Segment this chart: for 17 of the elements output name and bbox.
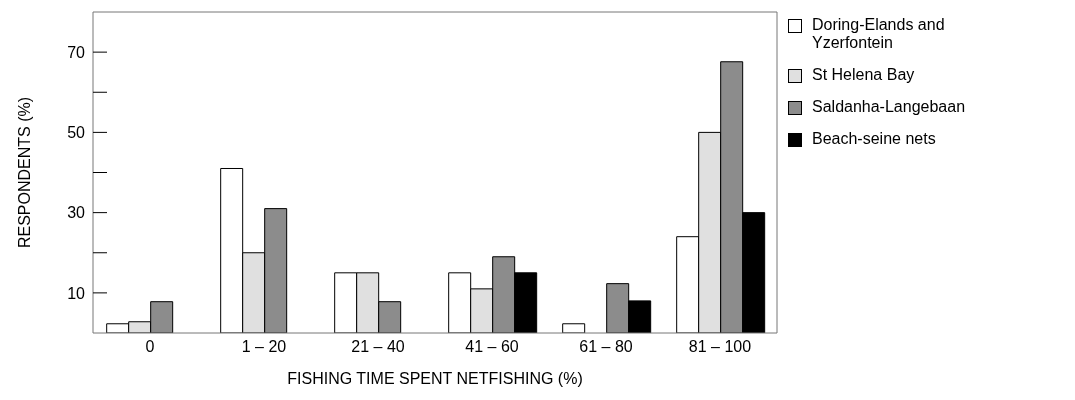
y-tick-label: 70 [67, 43, 86, 61]
legend-label: St Helena Bay [812, 66, 915, 84]
x-tick-label: 0 [145, 338, 155, 356]
y-tick-label: 10 [67, 284, 86, 302]
x-tick-label: 1 – 20 [241, 338, 287, 356]
y-tick-label: 50 [67, 124, 86, 142]
x-tick-label: 21 – 40 [351, 338, 405, 356]
y-axis-title: RESPONDENTS (%) [15, 96, 33, 249]
x-tick-label: 41 – 60 [465, 338, 519, 356]
bar [562, 323, 586, 333]
x-tick-label: 81 – 100 [688, 338, 752, 356]
legend-label: Beach-seine nets [812, 130, 936, 148]
x-tick-label: 61 – 80 [579, 338, 633, 356]
legend-label: Doring-Elands and Yzerfontein [812, 16, 946, 52]
y-tick-label: 30 [67, 204, 86, 222]
legend-label: Saldanha-Langebaan [812, 98, 966, 116]
x-axis-title: FISHING TIME SPENT NETFISHING (%) [287, 370, 583, 387]
